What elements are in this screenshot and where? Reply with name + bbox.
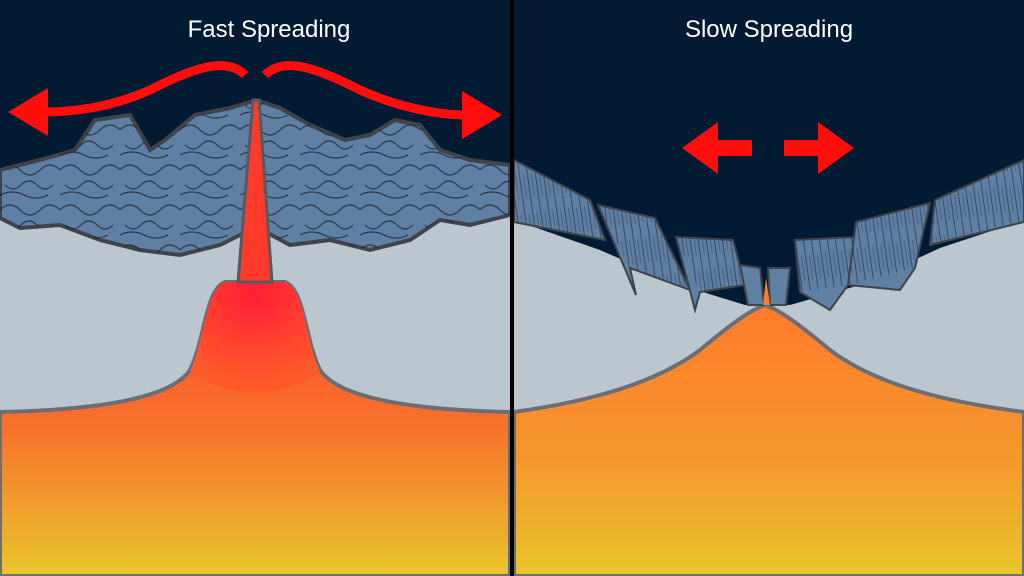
magma-dike (236, 98, 274, 284)
sheeted-dike-texture (514, 160, 1024, 292)
fast-spreading-title: Fast Spreading (187, 16, 351, 43)
right-arrow (784, 122, 854, 174)
fast-spreading-panel (0, 0, 512, 576)
left-arrow-head (8, 88, 48, 136)
right-arrow-head (462, 91, 502, 139)
slow-spreading-title: Slow Spreading (684, 16, 854, 43)
right-spreading-arrow (261, 61, 467, 120)
left-spreading-arrow (44, 61, 249, 117)
mantle (512, 302, 1024, 576)
left-arrow (682, 122, 752, 174)
slow-spreading-panel (512, 0, 1024, 576)
magma-dike (763, 278, 770, 305)
magma-chamber (190, 282, 320, 393)
panel-divider (510, 0, 514, 576)
